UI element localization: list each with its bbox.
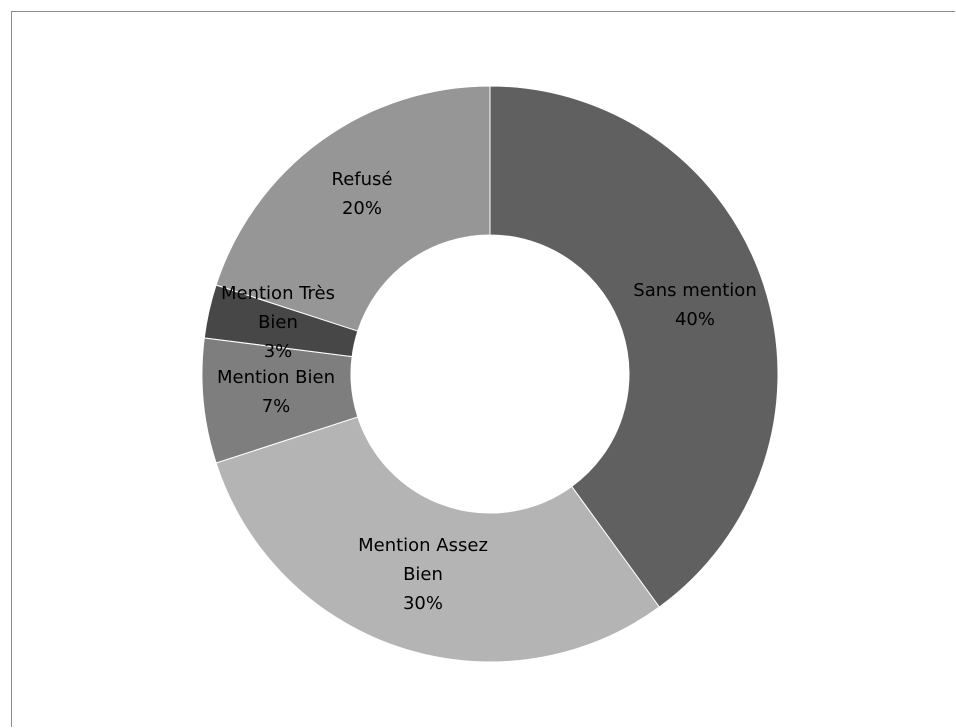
data-label-refuse: Refusé 20%	[332, 169, 393, 219]
data-label-mention-assez-bien: Mention Assez Bien 30%	[358, 535, 488, 614]
data-label-mention-tres-bien: Mention Très Bien 3%	[221, 283, 335, 362]
slice-sans-mention	[489, 85, 779, 608]
data-label-sans-mention: Sans mention 40%	[633, 280, 756, 330]
slice-mention-assez-bien	[215, 416, 660, 663]
slice-refuse	[215, 85, 491, 332]
data-label-mention-bien: Mention Bien 7%	[217, 367, 335, 417]
